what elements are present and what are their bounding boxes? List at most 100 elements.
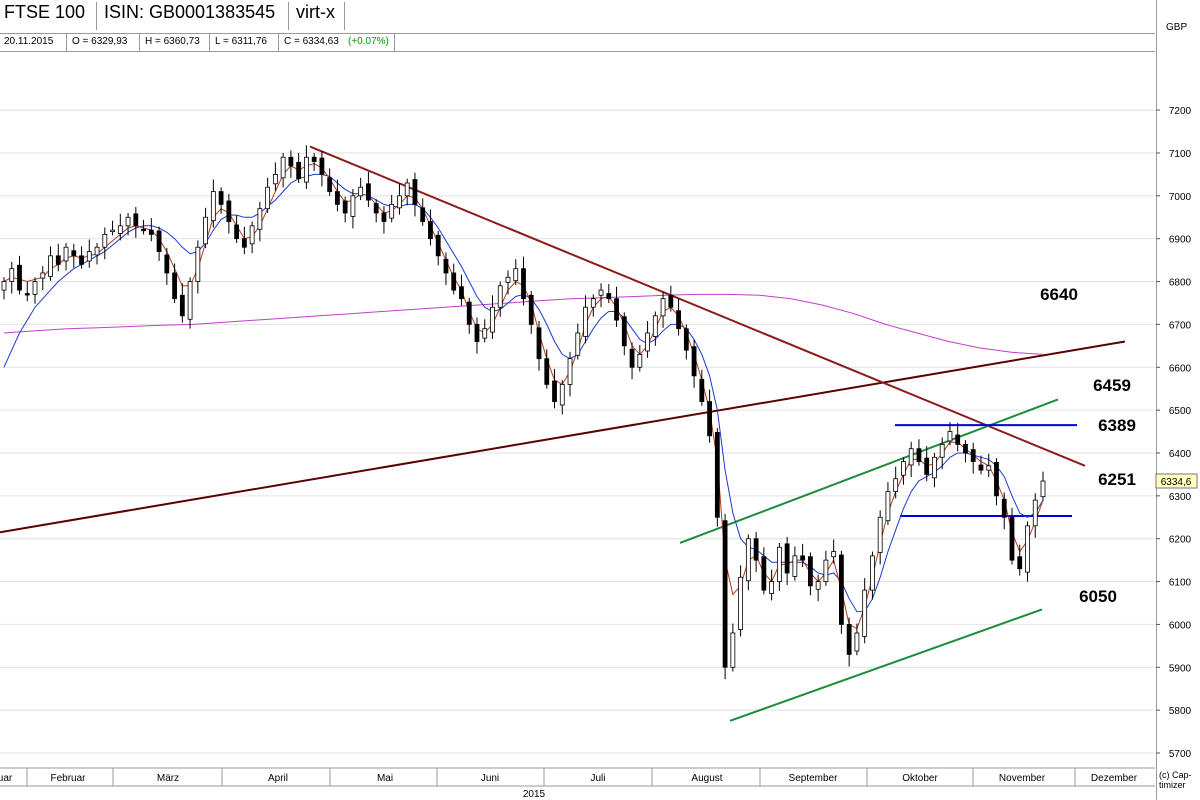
candle-body bbox=[676, 310, 681, 330]
isin-label: ISIN: GB0001383545 bbox=[104, 2, 276, 22]
candle-body bbox=[474, 323, 480, 342]
candle-body bbox=[187, 281, 193, 320]
candle-body bbox=[241, 238, 247, 248]
exchange-label: virt-x bbox=[296, 2, 335, 22]
y-tick-label: 5800 bbox=[1169, 706, 1192, 717]
x-tick-label: Juni bbox=[481, 773, 499, 784]
candle-body bbox=[792, 555, 798, 577]
ohlc-divider bbox=[139, 34, 140, 51]
candle-body bbox=[536, 327, 542, 360]
candle-body bbox=[807, 556, 813, 587]
x-tick-label: uar bbox=[0, 773, 13, 784]
candle-body bbox=[1, 281, 7, 291]
x-tick-label: Mai bbox=[377, 773, 393, 784]
y-tick-label: 6400 bbox=[1169, 449, 1192, 460]
candle-body bbox=[521, 268, 526, 300]
candle-body bbox=[1025, 525, 1030, 573]
candle-body bbox=[381, 212, 387, 222]
candle-body bbox=[420, 207, 426, 222]
candle-body bbox=[699, 378, 705, 402]
candle-body bbox=[769, 581, 775, 594]
candle-body bbox=[358, 186, 364, 197]
candle-body bbox=[862, 589, 868, 637]
ohlc-change: (+0.07%) bbox=[348, 36, 389, 47]
candle-body bbox=[963, 444, 968, 454]
trend-line bbox=[679, 398, 1059, 544]
candle-body bbox=[257, 208, 263, 230]
candle-body bbox=[598, 289, 604, 296]
last-value-label: 6334,6 bbox=[1161, 477, 1192, 488]
candle-body bbox=[156, 230, 162, 252]
candle-body bbox=[9, 268, 15, 282]
y-tick-label: 7200 bbox=[1169, 106, 1192, 117]
y-tick-label: 6000 bbox=[1169, 620, 1192, 631]
trend-line bbox=[309, 145, 1086, 467]
candle-body bbox=[366, 183, 371, 201]
price-level-label: 6251 bbox=[1098, 470, 1136, 489]
candle-body bbox=[234, 224, 240, 240]
candle-body bbox=[24, 293, 30, 296]
price-level-label: 6640 bbox=[1040, 285, 1078, 304]
candle-body bbox=[877, 516, 883, 553]
candle-body bbox=[272, 173, 278, 185]
candle-body bbox=[722, 520, 728, 668]
candle-body bbox=[71, 250, 77, 257]
candle-body bbox=[753, 538, 759, 561]
candle-body bbox=[17, 264, 22, 291]
candle-body bbox=[528, 294, 534, 325]
candle-body bbox=[559, 384, 565, 406]
ohlc-high: H = 6360,73 bbox=[145, 36, 200, 47]
candle-body bbox=[280, 156, 286, 179]
candle-body bbox=[784, 543, 790, 574]
y-tick-label: 5900 bbox=[1169, 663, 1192, 674]
candle-body bbox=[490, 306, 495, 333]
candle-body bbox=[668, 294, 674, 308]
candle-body bbox=[466, 301, 472, 325]
candle-body bbox=[575, 332, 581, 356]
candle-body bbox=[854, 632, 860, 652]
candle-body bbox=[505, 276, 511, 283]
candle-body bbox=[497, 285, 503, 308]
candle-body bbox=[823, 559, 829, 582]
y-tick-label: 6300 bbox=[1169, 492, 1192, 503]
x-tick-label: April bbox=[268, 773, 288, 784]
candle-body bbox=[195, 246, 201, 282]
candle-body bbox=[932, 456, 937, 479]
ohlc-divider bbox=[66, 34, 67, 51]
candle-body bbox=[1017, 556, 1023, 570]
candle-body bbox=[652, 315, 658, 337]
candle-body bbox=[435, 234, 441, 257]
ohlc-bar: 20.11.2015 O = 6329,93 H = 6360,73 L = 6… bbox=[0, 34, 1155, 52]
ohlc-open: O = 6329,93 bbox=[72, 36, 128, 47]
candle-body bbox=[125, 216, 131, 227]
candle-body bbox=[342, 200, 348, 214]
candle-body bbox=[947, 431, 953, 442]
trend-line bbox=[0, 340, 1126, 534]
candle-body bbox=[141, 228, 146, 232]
candle-body bbox=[606, 293, 612, 300]
candle-body bbox=[148, 229, 154, 235]
candle-body bbox=[203, 216, 208, 245]
candle-body bbox=[412, 179, 418, 205]
price-axis-panel bbox=[1156, 0, 1200, 800]
header-divider bbox=[344, 2, 345, 30]
y-tick-label: 7000 bbox=[1169, 192, 1192, 203]
candle-body bbox=[738, 576, 744, 630]
x-tick-label: Juli bbox=[590, 773, 605, 784]
header-divider bbox=[96, 2, 97, 30]
candle-body bbox=[683, 328, 689, 351]
candle-body bbox=[629, 348, 635, 368]
last-value-box bbox=[1155, 473, 1198, 489]
candle-body bbox=[730, 632, 736, 668]
y-tick-label: 6800 bbox=[1169, 278, 1192, 289]
candle-body bbox=[544, 358, 550, 385]
candle-body bbox=[335, 191, 340, 205]
candle-body bbox=[86, 251, 92, 262]
candle-body bbox=[288, 156, 294, 167]
candle-body bbox=[924, 457, 930, 475]
candle-body bbox=[660, 298, 666, 317]
candle-body bbox=[583, 306, 588, 337]
candle-body bbox=[901, 461, 906, 476]
trendlines-group bbox=[0, 145, 1126, 722]
candle-body bbox=[117, 225, 123, 234]
